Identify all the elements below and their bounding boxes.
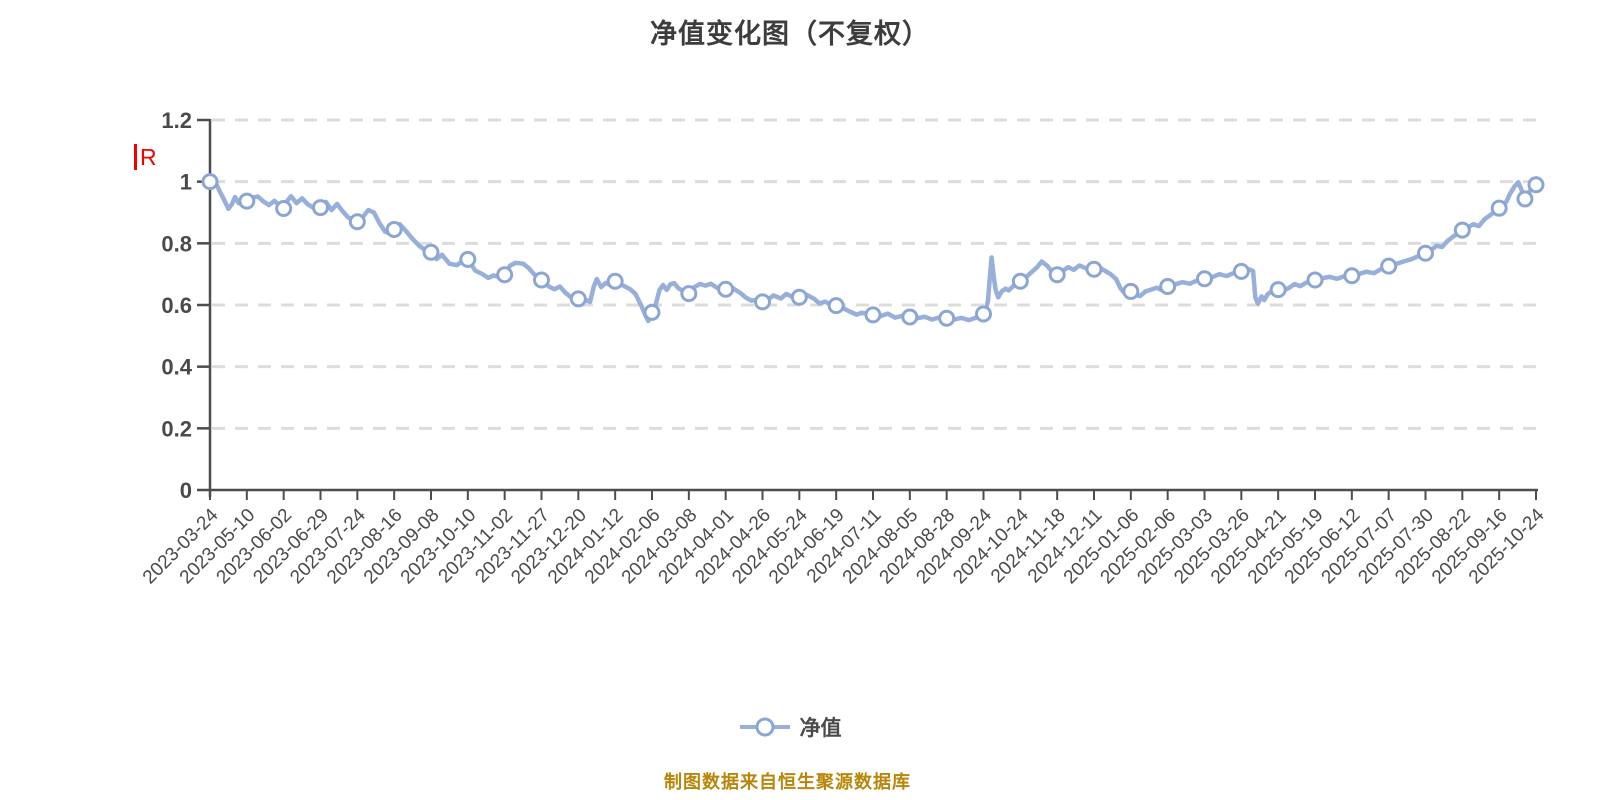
data-point-marker[interactable] [827, 297, 845, 315]
data-point-marker[interactable] [606, 272, 624, 290]
y-tick-label: 0.6 [161, 293, 192, 318]
dividend-flag-annotation: R [134, 144, 157, 170]
data-point-marker[interactable] [1417, 244, 1434, 262]
data-point-marker[interactable] [717, 280, 735, 298]
legend-label: 净值 [799, 717, 842, 740]
y-tick-label: 0.4 [161, 355, 192, 380]
y-tick-label: 1 [180, 170, 192, 195]
data-point-marker[interactable] [1085, 260, 1103, 278]
data-point-marker[interactable] [1490, 199, 1508, 217]
data-point-marker[interactable] [1527, 176, 1545, 194]
data-point-marker[interactable] [201, 173, 219, 191]
data-point-marker[interactable] [385, 220, 403, 238]
data-point-marker[interactable] [422, 243, 440, 261]
data-point-marker[interactable] [938, 309, 956, 327]
data-point-marker[interactable] [754, 293, 771, 311]
data-point-marker[interactable] [1159, 278, 1177, 295]
data-point-marker[interactable] [1196, 270, 1213, 288]
y-tick-label: 0.2 [161, 416, 192, 441]
data-point-marker[interactable] [496, 266, 514, 284]
y-tick-label: 1.2 [161, 108, 192, 133]
data-point-marker[interactable] [1516, 190, 1534, 208]
legend-line-marker-icon [739, 717, 790, 737]
data-point-marker[interactable] [1048, 266, 1066, 284]
y-tick-label: 0.8 [161, 231, 192, 256]
data-source-note: 制图数据来自恒生聚源数据库 [664, 772, 911, 792]
chart-title: 净值变化图（不复权） [650, 19, 930, 49]
data-point-marker[interactable] [533, 271, 550, 289]
data-point-marker[interactable] [680, 285, 698, 303]
data-point-marker[interactable] [1122, 282, 1140, 300]
data-point-marker[interactable] [569, 290, 587, 308]
data-point-marker[interactable] [275, 199, 293, 217]
data-point-marker[interactable] [238, 192, 256, 210]
data-point-marker[interactable] [1269, 281, 1287, 299]
nav-line[interactable] [207, 179, 1539, 324]
data-point-marker[interactable] [348, 213, 366, 231]
data-point-marker[interactable] [1232, 262, 1250, 280]
data-point-marker[interactable] [1453, 221, 1471, 239]
data-point-marker[interactable] [975, 305, 992, 323]
data-point-marker[interactable] [1343, 267, 1361, 285]
data-point-marker[interactable] [864, 306, 882, 324]
legend[interactable]: 净值 [0, 712, 1580, 742]
data-point-marker[interactable] [312, 199, 329, 217]
y-tick-label: 0 [180, 478, 192, 503]
data-point-marker[interactable] [459, 250, 477, 268]
data-point-marker[interactable] [901, 308, 919, 326]
data-point-marker[interactable] [1380, 257, 1398, 275]
data-point-marker[interactable] [1011, 272, 1029, 290]
data-point-marker[interactable] [1306, 271, 1324, 289]
data-point-marker[interactable] [790, 288, 808, 306]
data-point-marker[interactable] [643, 303, 661, 321]
